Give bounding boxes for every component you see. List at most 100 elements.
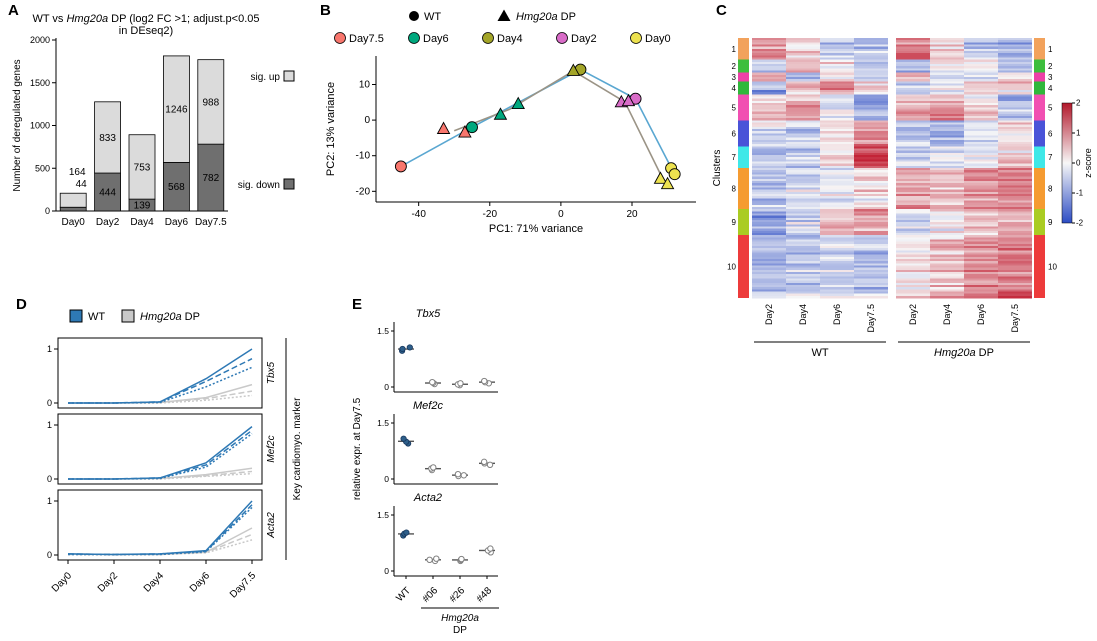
heatmap-cell (786, 83, 820, 87)
heatmap-cell (930, 295, 964, 299)
heatmap-cell (786, 217, 820, 221)
heatmap-cell (786, 81, 820, 84)
heatmap-cell (820, 90, 854, 93)
heatmap-cell (820, 96, 854, 100)
heatmap-cell (896, 146, 930, 149)
pca-point-dp (621, 93, 636, 107)
heatmap-cell (930, 44, 964, 48)
heatmap-cell (998, 96, 1032, 100)
heatmap-cell (998, 291, 1032, 295)
heatmap-cell (820, 105, 854, 108)
cluster-number-left: 10 (727, 263, 736, 272)
clone-point (487, 545, 494, 552)
heatmap-cell (786, 200, 820, 204)
heatmap-cell (752, 243, 786, 247)
facet-frame (57, 337, 263, 409)
y-tick-label: 1 (47, 344, 52, 354)
heatmap-cell (998, 228, 1032, 232)
heatmap-cell (896, 191, 930, 195)
heatmap-cell (930, 137, 964, 141)
heatmap-cell (998, 155, 1032, 158)
heatmap-cell (820, 124, 854, 128)
cluster-band-right (1034, 38, 1045, 60)
heatmap-cell (930, 183, 964, 186)
heatmap-cell (964, 213, 998, 217)
x-tick-label: #06 (421, 585, 441, 605)
heatmap-cell (896, 100, 930, 104)
heatmap-cell (964, 220, 998, 223)
panel-c-heatmap: 1 1 2 2 3 3 4 4 5 5 6 6 7 7 8 8 9 9 10 10 Clusters Day2 Day4 Da… (710, 8, 1097, 372)
heatmap-cell (786, 105, 820, 108)
heatmap-cell (786, 183, 820, 186)
heatmap-cell (752, 139, 786, 143)
heatmap-cell (930, 111, 964, 115)
bar-value-up: 753 (134, 162, 151, 173)
heatmap-cell (820, 267, 854, 271)
heatmap-cell (998, 144, 1032, 147)
heatmap-cell (930, 274, 964, 277)
heatmap-cell (786, 118, 820, 121)
heatmap-cell (964, 293, 998, 297)
heatmap-cell (930, 109, 964, 113)
heatmap-cell (752, 44, 786, 48)
x-tick-label: Day6 (165, 217, 189, 228)
legend-day-label: Day0 (645, 33, 671, 45)
heatmap-cell (786, 174, 820, 178)
heatmap-cell (854, 79, 888, 82)
heatmap-cell (930, 174, 964, 178)
heatmap-cell (854, 183, 888, 186)
heatmap-cell (786, 111, 820, 115)
heatmap-cell (752, 83, 786, 87)
heatmap-cell (752, 204, 786, 208)
heatmap-cell (854, 272, 888, 275)
legend-label-up: sig. up (251, 72, 281, 83)
heatmap-cell (752, 183, 786, 186)
heatmap-cell (998, 142, 1032, 145)
heatmap-cell (964, 161, 998, 165)
column-label: Day7.5 (866, 304, 876, 333)
heatmap-cell (964, 111, 998, 115)
heatmap-cell (998, 213, 1032, 217)
pca-point-dp (458, 125, 472, 138)
heatmap-cell (998, 131, 1032, 134)
heatmap-cell (896, 280, 930, 284)
heatmap-cell (896, 196, 930, 199)
heatmap-cell (998, 85, 1032, 89)
heatmap-cell (820, 74, 854, 78)
heatmap-cell (820, 83, 854, 87)
heatmap-cell (964, 87, 998, 91)
heatmap-cell (930, 90, 964, 93)
zscore-colorbar (1061, 102, 1073, 224)
heatmap-cell (752, 113, 786, 117)
heatmap-cell (998, 161, 1032, 165)
heatmap-cell (786, 209, 820, 212)
panel-a-barchart: WT vs Hmg20a DP (log2 FC >1; adjust.p<0.… (8, 6, 313, 258)
heatmap-cell (930, 116, 964, 119)
heatmap-cell (820, 220, 854, 223)
heatmap-cell (896, 168, 930, 171)
legend-day-label: Day7.5 (349, 33, 384, 45)
heatmap-cell (964, 191, 998, 195)
heatmap-cell (820, 165, 854, 169)
y-tick-label: 0 (384, 566, 389, 576)
heatmap-cell (854, 40, 888, 43)
heatmap-cell (820, 254, 854, 258)
heatmap-cell (786, 293, 820, 297)
heatmap-cell (752, 228, 786, 232)
heatmap-cell (820, 196, 854, 199)
dp-series-line (68, 394, 253, 404)
heatmap-cell (752, 168, 786, 171)
heatmap-cell (896, 161, 930, 165)
heatmap-cell (786, 66, 820, 69)
heatmap-cell (998, 74, 1032, 78)
heatmap-cell (930, 152, 964, 156)
heatmap-cell (964, 148, 998, 152)
heatmap-cell (854, 135, 888, 139)
heatmap-cell (786, 85, 820, 89)
y-tick-label: 1.5 (377, 510, 389, 520)
heatmap-cell (964, 96, 998, 100)
heatmap-cell (786, 103, 820, 106)
heatmap-cell (752, 176, 786, 180)
heatmap-cell (930, 131, 964, 134)
heatmap-cell (752, 178, 786, 182)
